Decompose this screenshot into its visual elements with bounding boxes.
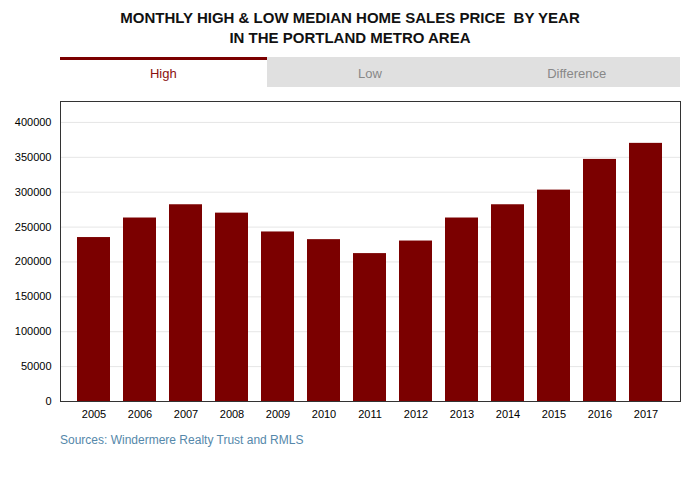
html-text:IN THE PORTLAND METRO AREA: IN THE PORTLAND METRO AREA: [229, 29, 471, 47]
svg-text:2006: 2006: [128, 408, 152, 420]
svg-text:2013: 2013: [450, 408, 474, 420]
svg-text:50000: 50000: [21, 360, 52, 372]
html-text:Difference: Difference: [547, 65, 607, 81]
svg-text:2012: 2012: [404, 408, 428, 420]
svg-text:250000: 250000: [15, 220, 52, 232]
svg-text:300000: 300000: [15, 185, 52, 197]
svg-text:350000: 350000: [15, 150, 52, 162]
html-text:Low: Low: [358, 65, 382, 81]
svg-text:2014: 2014: [496, 408, 520, 420]
svg-text:2016: 2016: [588, 408, 612, 420]
html-text:High: High: [150, 65, 177, 81]
svg-text:400000: 400000: [15, 115, 52, 127]
svg-text:2017: 2017: [634, 408, 658, 420]
svg-text:150000: 150000: [15, 290, 52, 302]
svg-text:2011: 2011: [358, 408, 382, 420]
html-text:MONTHLY HIGH & LOW MEDIAN HOME: MONTHLY HIGH & LOW MEDIAN HOME SALES PRI…: [120, 9, 580, 26]
svg-text:2015: 2015: [542, 408, 566, 420]
svg-text:100000: 100000: [15, 325, 52, 337]
svg-text:2005: 2005: [82, 408, 106, 420]
html-text:Sources: Windermere Realty Tru: Sources: Windermere Realty Trust and RML…: [60, 432, 304, 447]
svg-text:200000: 200000: [15, 255, 52, 267]
svg-text:2010: 2010: [312, 408, 336, 420]
svg-text:2009: 2009: [266, 408, 290, 420]
svg-text:2008: 2008: [220, 408, 244, 420]
svg-text:0: 0: [45, 395, 51, 407]
svg-text:2007: 2007: [174, 408, 198, 420]
